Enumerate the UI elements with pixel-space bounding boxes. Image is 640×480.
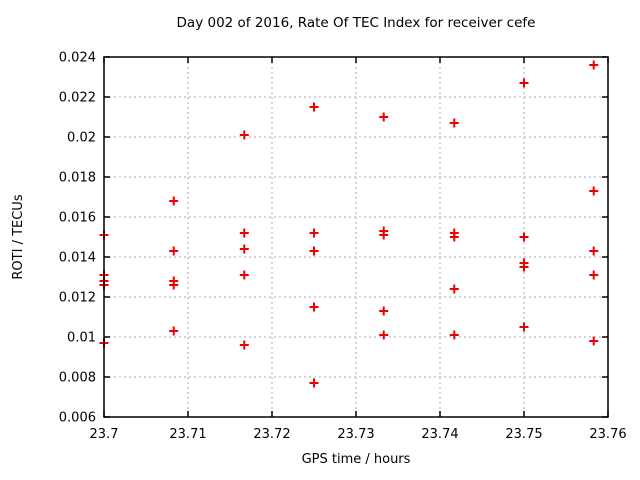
data-point-marker (239, 228, 249, 238)
data-point-marker (589, 336, 599, 346)
data-point-marker (309, 302, 319, 312)
data-point-marker (449, 118, 459, 128)
data-point-marker (589, 246, 599, 256)
data-point-marker (309, 102, 319, 112)
data-point-marker (589, 60, 599, 70)
data-points (99, 60, 599, 388)
y-tick-label: 0.006 (59, 411, 96, 426)
data-point-marker (169, 280, 179, 290)
x-tick-label: 23.72 (253, 427, 290, 442)
data-point-marker (379, 112, 389, 122)
x-tick-label: 23.7 (90, 427, 119, 442)
data-point-marker (169, 326, 179, 336)
data-point-marker (169, 196, 179, 206)
data-point-marker (239, 244, 249, 254)
plot-area: 23.7 23.71 23.72 23.73 23.74 23.75 23.76 0.006 0… (59, 51, 627, 443)
x-tick-label: 23.75 (505, 427, 542, 442)
x-tick-label: 23.71 (169, 427, 206, 442)
data-point-marker (589, 270, 599, 280)
y-tick-label: 0.02 (67, 131, 96, 146)
data-point-marker (379, 306, 389, 316)
data-point-marker (519, 262, 529, 272)
gridlines (103, 56, 609, 418)
x-tick-label: 23.73 (337, 427, 374, 442)
data-point-marker (379, 330, 389, 340)
data-point-marker (589, 186, 599, 196)
y-tick-label: 0.008 (59, 371, 96, 386)
plot-border (103, 56, 609, 418)
tick-labels: 23.7 23.71 23.72 23.73 23.74 23.75 23.76 0.006 0… (59, 51, 627, 443)
data-point-marker (519, 322, 529, 332)
y-tick-label: 0.012 (59, 291, 96, 306)
y-tick-label: 0.018 (59, 171, 96, 186)
x-tick-label: 23.74 (421, 427, 458, 442)
data-point-marker (239, 340, 249, 350)
data-point-marker (309, 378, 319, 388)
data-point-marker (239, 270, 249, 280)
chart-title: Day 002 of 2016, Rate Of TEC Index for r… (177, 15, 536, 31)
data-point-marker (519, 78, 529, 88)
y-tick-label: 0.024 (59, 51, 96, 66)
x-tick-label: 23.76 (589, 427, 626, 442)
data-point-marker (309, 246, 319, 256)
y-tick-label: 0.014 (59, 251, 96, 266)
data-point-marker (449, 284, 459, 294)
data-point-marker (449, 330, 459, 340)
data-point-marker (449, 232, 459, 242)
y-axis-label: ROTI / TECUs (11, 194, 26, 279)
data-point-marker (309, 228, 319, 238)
y-tick-label: 0.01 (67, 331, 96, 346)
data-point-marker (169, 246, 179, 256)
y-tick-label: 0.016 (59, 211, 96, 226)
x-axis-label: GPS time / hours (302, 452, 411, 467)
data-point-marker (239, 130, 249, 140)
data-point-marker (519, 232, 529, 242)
data-point-marker (379, 230, 389, 240)
y-tick-label: 0.022 (59, 91, 96, 106)
